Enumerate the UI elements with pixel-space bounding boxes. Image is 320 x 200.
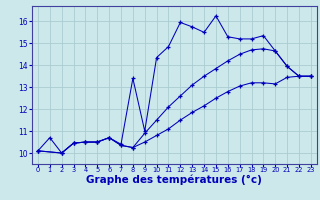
X-axis label: Graphe des températures (°c): Graphe des températures (°c)	[86, 175, 262, 185]
